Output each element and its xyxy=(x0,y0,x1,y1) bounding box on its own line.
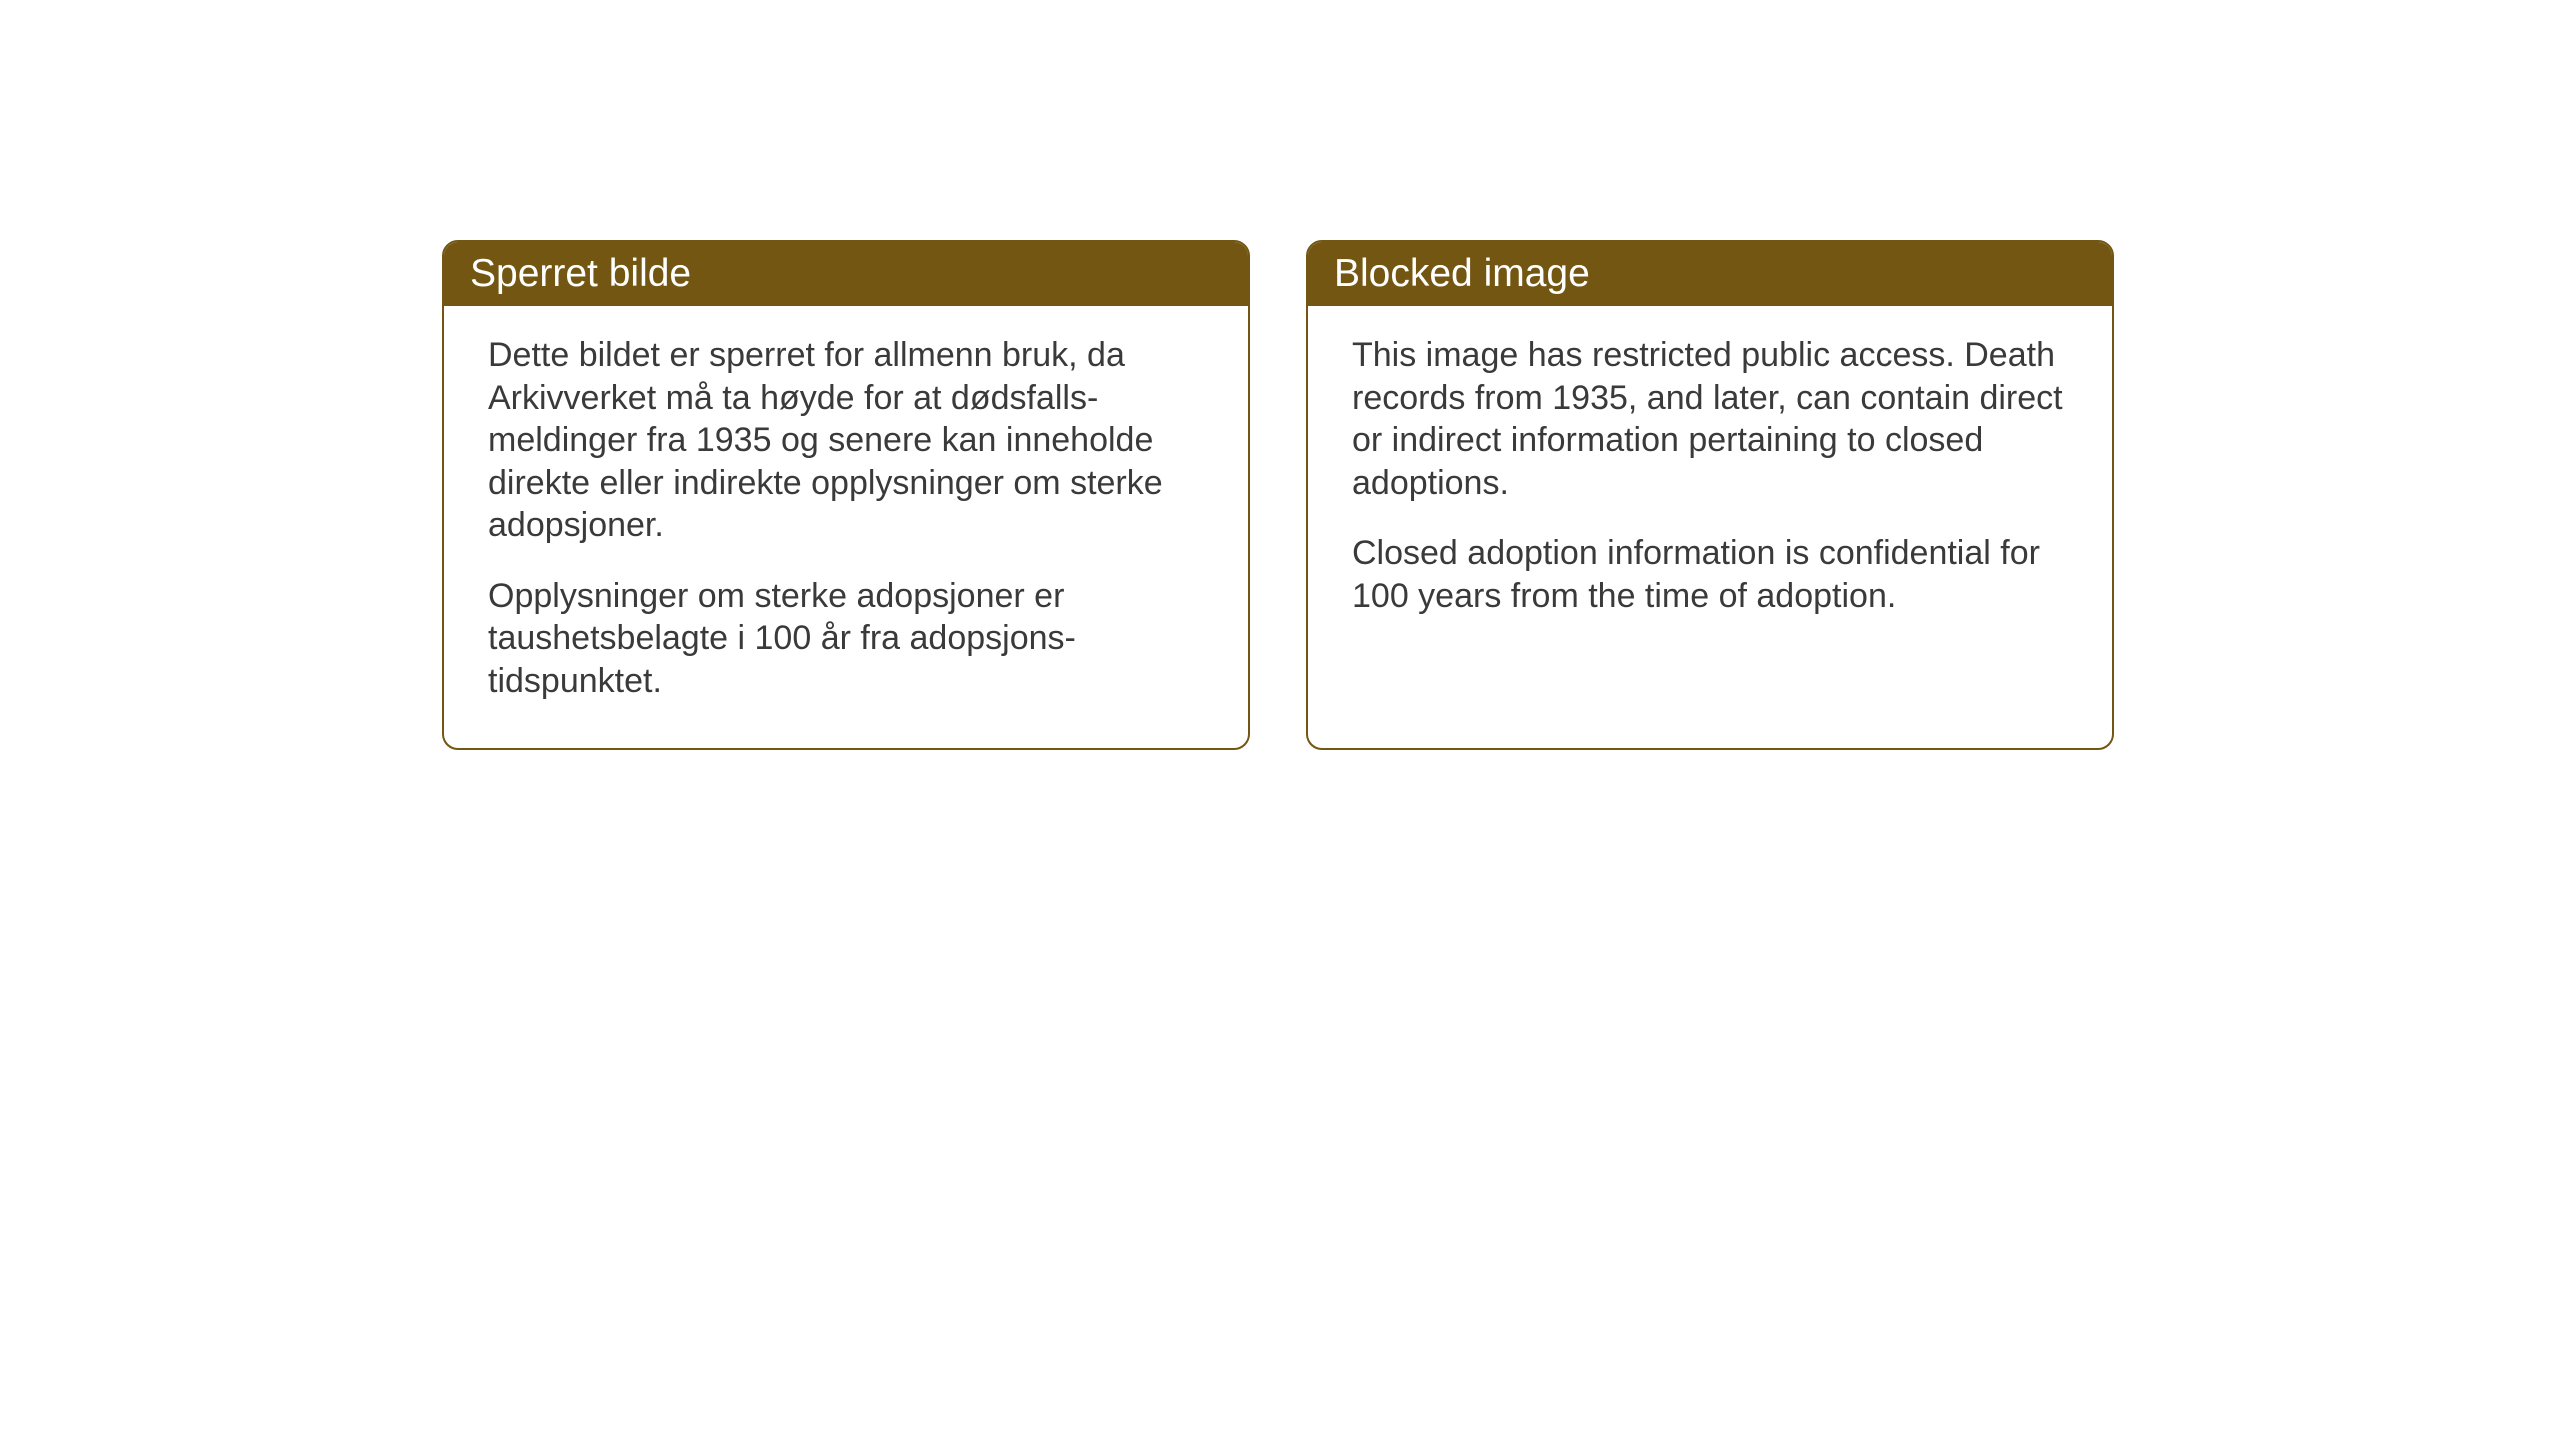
english-paragraph-2: Closed adoption information is confident… xyxy=(1352,532,2068,617)
english-card-title: Blocked image xyxy=(1308,242,2112,306)
norwegian-card-body: Dette bildet er sperret for allmenn bruk… xyxy=(444,306,1248,736)
english-card-body: This image has restricted public access.… xyxy=(1308,306,2112,651)
notice-container: Sperret bilde Dette bildet er sperret fo… xyxy=(442,240,2114,750)
norwegian-card-title: Sperret bilde xyxy=(444,242,1248,306)
norwegian-paragraph-2: Opplysninger om sterke adopsjoner er tau… xyxy=(488,575,1204,703)
english-paragraph-1: This image has restricted public access.… xyxy=(1352,334,2068,504)
norwegian-notice-card: Sperret bilde Dette bildet er sperret fo… xyxy=(442,240,1250,750)
english-notice-card: Blocked image This image has restricted … xyxy=(1306,240,2114,750)
norwegian-paragraph-1: Dette bildet er sperret for allmenn bruk… xyxy=(488,334,1204,547)
